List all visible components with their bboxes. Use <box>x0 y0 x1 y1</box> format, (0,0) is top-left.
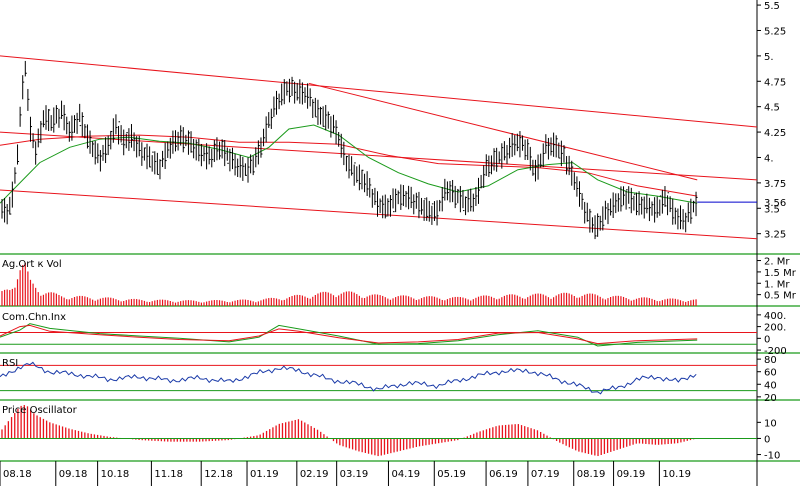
x-tick-label: 09.19 <box>617 469 646 480</box>
x-tick-label: 05.19 <box>437 469 466 480</box>
volume-axis-tick-label: 1.5 Mr <box>764 268 797 279</box>
x-tick-label: 10.18 <box>101 469 130 480</box>
x-tick-label: 08.18 <box>3 469 32 480</box>
x-tick-label: 09.18 <box>59 469 88 480</box>
last-value-label: 3.56 <box>764 198 786 209</box>
price-axis-tick-label: 4.75 <box>764 77 786 88</box>
price-axis-tick-label: 4.25 <box>764 128 786 139</box>
x-tick-label: 03.19 <box>340 469 369 480</box>
price-panel: 5.5 5.25 5. 4.75 4.5 4.25 4. 3.75 3.5 3.25 3.56 <box>0 1 786 241</box>
rsi-panel-title: RSI <box>2 358 18 369</box>
x-tick-label: 12.18 <box>204 469 233 480</box>
price-oscillator-panel-title: Price Oscillator <box>2 405 78 416</box>
x-axis: 08.18 09.18 10.18 11.18 12.18 01.19 02.19 03.19… <box>0 461 691 486</box>
rsi-axis-tick-label: 80 <box>764 355 777 366</box>
cci-axis-tick-label: 200. <box>764 323 786 334</box>
x-tick-label: 11.18 <box>154 469 183 480</box>
price-axis-tick-label: 3.5 <box>764 204 780 215</box>
oscillator-axis-tick-label: 10 <box>764 418 777 429</box>
x-tick-label: 08.19 <box>577 469 606 480</box>
x-tick-label: 02.19 <box>300 469 329 480</box>
volume-panel: 2. Mr1.5 Mr1. Mr0.5 Mr <box>1 257 797 306</box>
volume-axis-tick-label: 1. Mr <box>764 279 790 290</box>
volume-axis-tick-label: 2. Mr <box>764 257 790 268</box>
trend-line <box>0 55 758 128</box>
cci-background <box>0 309 757 353</box>
x-tick-label: 10.19 <box>662 469 691 480</box>
trend-line <box>0 189 758 240</box>
oscillator-axis-tick-label: -10 <box>764 451 780 462</box>
rsi-axis-tick-label: 40 <box>764 380 777 391</box>
volume-background <box>0 256 757 306</box>
cci-axis-tick-label: 400. <box>764 311 786 322</box>
price-axis-tick-label: 5.5 <box>764 1 780 12</box>
cci-panel-title: Com.Chn.Inx <box>2 312 66 323</box>
cci-series-a-line <box>0 324 698 345</box>
cci-axis-tick-label: -200 <box>764 346 787 357</box>
price-axis-tick-label: 4.5 <box>764 103 780 114</box>
x-tick-label: 04.19 <box>391 469 420 480</box>
short-moving-average-line <box>0 124 698 204</box>
price-axis-tick-label: 3.75 <box>764 179 786 190</box>
rsi-axis-tick-label: 60 <box>764 368 777 379</box>
price-axis-tick-label: 3.25 <box>764 230 786 241</box>
cci-series-b-line <box>0 323 698 347</box>
x-tick-label: 06.19 <box>489 469 518 480</box>
volume-axis-tick-label: 0.5 Mr <box>764 291 797 302</box>
rsi-line <box>0 361 697 395</box>
price-axis-tick-label: 5. <box>764 52 774 63</box>
price-axis-tick-label: 4. <box>764 153 774 164</box>
x-tick-label: 07.19 <box>531 469 560 480</box>
trend-line <box>308 82 698 181</box>
price-axis-tick-label: 5.25 <box>764 26 786 37</box>
rsi-background <box>0 356 757 400</box>
price-oscillator-panel: 10 0 -10 <box>0 405 780 462</box>
volume-panel-title: Ag.Ort к Vol <box>2 259 62 270</box>
x-tick-label: 01.19 <box>250 469 279 480</box>
rsi-axis-tick-label: 20 <box>764 393 777 404</box>
cci-axis-tick-label: 0 <box>764 334 770 345</box>
cci-panel: 400.200.0-200 <box>0 311 787 357</box>
oscillator-axis-tick-label: 0 <box>764 434 770 445</box>
